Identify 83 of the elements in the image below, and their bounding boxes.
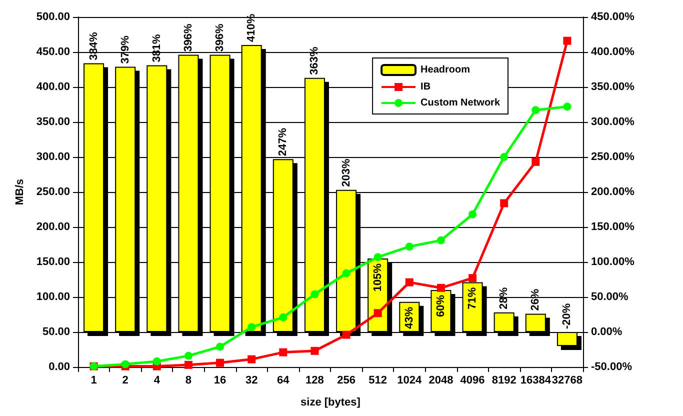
x-tick-label: 4 <box>154 374 161 386</box>
point <box>248 323 256 332</box>
x-axis-title: size [bytes] <box>300 396 361 408</box>
data-label: 396% <box>214 23 226 52</box>
point <box>184 360 192 369</box>
data-label: 379% <box>119 35 132 64</box>
point <box>342 269 350 278</box>
y-tick-label: 150.00 <box>36 256 70 268</box>
x-tick-label: 2 <box>122 374 128 386</box>
y2-tick-label: 0.00% <box>591 326 622 338</box>
y2-tick-label: -50.00% <box>591 361 632 373</box>
x-tick-label: 16 <box>214 374 226 386</box>
y2-tick-label: 100.00% <box>591 256 635 268</box>
point <box>310 290 319 298</box>
point <box>216 358 224 367</box>
point <box>405 278 414 286</box>
legend-label: Headroom <box>420 64 470 76</box>
point <box>184 352 192 360</box>
y2-tick-label: 350.00% <box>591 81 635 93</box>
x-tick-label: 16384 <box>520 374 552 386</box>
x-tick-label: 32 <box>245 374 258 386</box>
point <box>310 346 319 355</box>
point <box>532 158 540 166</box>
y-axis-title: MB/s <box>14 178 26 206</box>
y2-tick-label: 400.00% <box>591 46 635 58</box>
point <box>342 330 350 339</box>
point <box>436 236 445 244</box>
point <box>532 106 540 114</box>
y2-tick-label: 50.00% <box>591 291 629 303</box>
point <box>152 357 161 366</box>
point <box>500 153 508 161</box>
data-label: 43% <box>403 306 416 329</box>
legend-label: IB <box>420 82 431 92</box>
y2-tick-label: 250.00% <box>591 151 635 163</box>
data-label: 396% <box>182 23 194 52</box>
x-tick-label: 256 <box>337 374 356 386</box>
point <box>468 210 477 218</box>
y-tick-label: 200.00 <box>36 221 70 233</box>
data-label: 28% <box>498 287 510 310</box>
x-tick-label: 1 <box>90 374 97 386</box>
point <box>248 355 256 364</box>
x-tick-label: 8 <box>185 374 192 386</box>
point <box>563 36 572 45</box>
y2-tick-label: 200.00% <box>591 186 635 198</box>
y2-tick-label: 450.00% <box>591 11 635 23</box>
x-tick-label: 2048 <box>428 374 454 386</box>
point <box>468 274 477 282</box>
data-label: 247% <box>277 128 290 156</box>
data-label: 363% <box>308 46 321 75</box>
y2-tick-label: 150.00% <box>591 221 635 233</box>
x-tick-label: 64 <box>277 374 290 386</box>
y-tick-label: 0.00 <box>48 361 70 373</box>
point <box>279 313 288 322</box>
x-tick-label: 128 <box>306 374 324 386</box>
y-tick-label: 50.00 <box>42 326 70 338</box>
data-label: 60% <box>434 294 447 318</box>
point <box>563 102 572 111</box>
y2-tick-label: 300.00% <box>591 116 635 128</box>
y-tick-label: 100.00 <box>36 291 70 303</box>
data-label: 381% <box>150 34 163 62</box>
x-tick-label: 4096 <box>460 374 485 386</box>
y-tick-label: 500.00 <box>36 11 70 23</box>
y-tick-label: 250.00 <box>36 186 70 198</box>
data-label: -20% <box>561 303 574 329</box>
point <box>405 242 414 251</box>
y-tick-label: 350.00 <box>36 116 70 128</box>
data-label: 105% <box>372 263 384 292</box>
point <box>279 348 288 356</box>
x-tick-label: 32768 <box>552 374 583 386</box>
point <box>436 284 445 292</box>
y-tick-label: 450.00 <box>36 46 70 58</box>
point <box>374 309 382 318</box>
y-tick-label: 400.00 <box>36 81 70 93</box>
data-label: 71% <box>466 287 479 310</box>
x-tick-label: 8192 <box>492 374 516 386</box>
legend-label: Custom Network <box>420 98 500 108</box>
x-tick-label: 512 <box>368 374 388 386</box>
y-tick-label: 300.00 <box>36 151 70 163</box>
x-tick-label: 1024 <box>397 374 423 386</box>
data-label: 203% <box>340 158 352 187</box>
point <box>216 342 224 351</box>
point <box>500 199 508 208</box>
point <box>374 253 382 262</box>
